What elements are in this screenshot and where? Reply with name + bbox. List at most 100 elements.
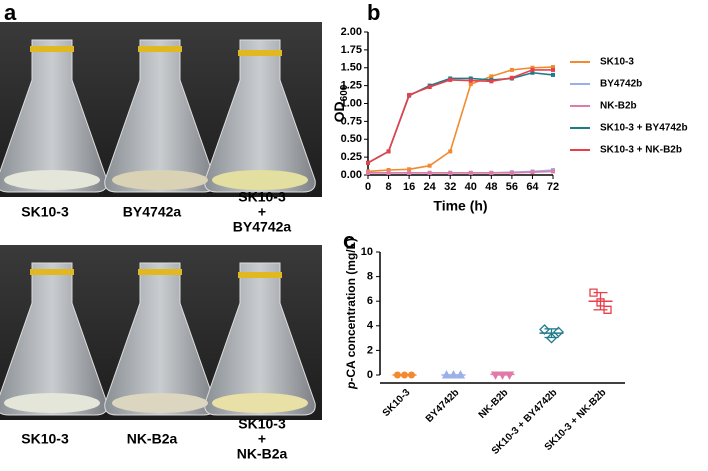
y-tick-label: 8 bbox=[367, 271, 373, 283]
y-tick-label: 1.50 bbox=[341, 62, 362, 74]
x-tick-label: NK-B2b bbox=[477, 387, 511, 421]
photo-label: NK-B2a bbox=[127, 431, 178, 447]
x-tick-label: 8 bbox=[385, 181, 391, 193]
y-tick-label: 4 bbox=[367, 320, 374, 332]
y-axis-title-main: -CA concentration (mg/L) bbox=[344, 238, 358, 382]
y-axis-title: p-CA concentration (mg/L) bbox=[344, 238, 358, 390]
point bbox=[394, 371, 401, 379]
point bbox=[455, 370, 466, 379]
photo-label: BY4742a bbox=[123, 204, 182, 220]
photo-label: SK10-3 bbox=[21, 204, 69, 220]
legend-label: SK10-3 bbox=[600, 57, 634, 68]
point bbox=[401, 371, 408, 379]
point bbox=[551, 169, 555, 174]
x-tick-label: 32 bbox=[444, 181, 456, 193]
photo-label: + bbox=[258, 431, 266, 447]
y-tick-label: 0.25 bbox=[341, 151, 362, 163]
point bbox=[386, 167, 391, 172]
legend-label: SK10-3 + BY4742b bbox=[600, 123, 688, 134]
point bbox=[490, 371, 501, 380]
series-line bbox=[367, 69, 553, 164]
point bbox=[407, 167, 412, 172]
point bbox=[539, 324, 550, 335]
point bbox=[468, 76, 473, 81]
point bbox=[603, 305, 612, 314]
x-tick-label: 48 bbox=[485, 181, 497, 193]
point bbox=[386, 149, 391, 154]
point bbox=[441, 370, 452, 379]
photo-bottom bbox=[0, 245, 322, 420]
panel-letter: a bbox=[4, 0, 17, 25]
point bbox=[589, 288, 598, 297]
point bbox=[427, 170, 432, 175]
photo-label: BY4742a bbox=[233, 219, 292, 235]
panel-letter: b bbox=[367, 0, 380, 25]
y-tick-label: 1.75 bbox=[341, 44, 362, 56]
y-axis-title: OD600 bbox=[331, 84, 350, 122]
photo-top bbox=[0, 22, 322, 197]
x-tick-label: 64 bbox=[526, 181, 539, 193]
photo-label: NK-B2a bbox=[237, 446, 288, 462]
y-tick-label: 1.25 bbox=[341, 80, 362, 92]
legend-label: BY4742b bbox=[600, 79, 642, 90]
series-line bbox=[368, 170, 554, 174]
photo-label: SK10-3 bbox=[21, 431, 69, 447]
point bbox=[546, 332, 557, 344]
y-tick-label: 0.75 bbox=[341, 115, 362, 127]
point bbox=[509, 67, 514, 72]
point bbox=[530, 170, 535, 175]
x-tick-label: 72 bbox=[547, 181, 559, 193]
x-tick-label: 24 bbox=[424, 181, 437, 193]
x-tick-label: 56 bbox=[506, 181, 518, 193]
x-tick-label: SK10-3 bbox=[381, 387, 413, 419]
point bbox=[509, 75, 514, 80]
y-axis-title-italic: p bbox=[344, 382, 358, 390]
y-tick-label: 0 bbox=[367, 369, 373, 381]
x-tick-label: BY4742b bbox=[424, 387, 462, 425]
point bbox=[551, 67, 555, 72]
y-tick-label: 2 bbox=[367, 344, 373, 356]
photo-label: SK10-3 bbox=[238, 416, 286, 432]
series-line bbox=[367, 66, 554, 173]
legend-label: NK-B2b bbox=[600, 101, 637, 112]
point bbox=[551, 65, 555, 70]
y-axis-title-main: OD bbox=[331, 101, 347, 122]
point bbox=[448, 370, 459, 379]
point bbox=[504, 371, 515, 380]
point bbox=[448, 77, 453, 82]
y-tick-label: 0.50 bbox=[341, 133, 362, 145]
point bbox=[366, 170, 370, 175]
x-tick-label: 40 bbox=[465, 181, 477, 193]
point bbox=[489, 170, 494, 175]
point bbox=[468, 82, 473, 87]
y-tick-label: 6 bbox=[367, 295, 373, 307]
point bbox=[497, 371, 508, 380]
point bbox=[530, 70, 535, 75]
y-tick-label: 10 bbox=[361, 246, 373, 258]
point bbox=[366, 160, 370, 165]
point bbox=[448, 149, 453, 154]
point bbox=[489, 79, 494, 84]
y-axis-title-sub: 600 bbox=[339, 84, 350, 101]
point bbox=[386, 170, 391, 175]
point bbox=[551, 72, 555, 77]
x-axis-title: Time (h) bbox=[433, 198, 487, 214]
y-tick-label: 2.00 bbox=[341, 26, 362, 38]
x-tick-label: 0 bbox=[365, 181, 371, 193]
point bbox=[408, 371, 415, 379]
photo-label: + bbox=[258, 204, 266, 220]
point bbox=[553, 326, 564, 338]
y-tick-label: 1.00 bbox=[341, 97, 362, 109]
point bbox=[448, 170, 453, 175]
point bbox=[468, 170, 473, 175]
x-tick-label: 16 bbox=[403, 181, 415, 193]
point bbox=[509, 170, 514, 175]
legend-label: SK10-3 + NK-B2b bbox=[600, 145, 682, 156]
point bbox=[489, 74, 494, 79]
y-tick-label: 0.00 bbox=[341, 169, 362, 181]
point bbox=[427, 85, 432, 90]
point bbox=[530, 67, 535, 72]
point bbox=[407, 170, 412, 175]
